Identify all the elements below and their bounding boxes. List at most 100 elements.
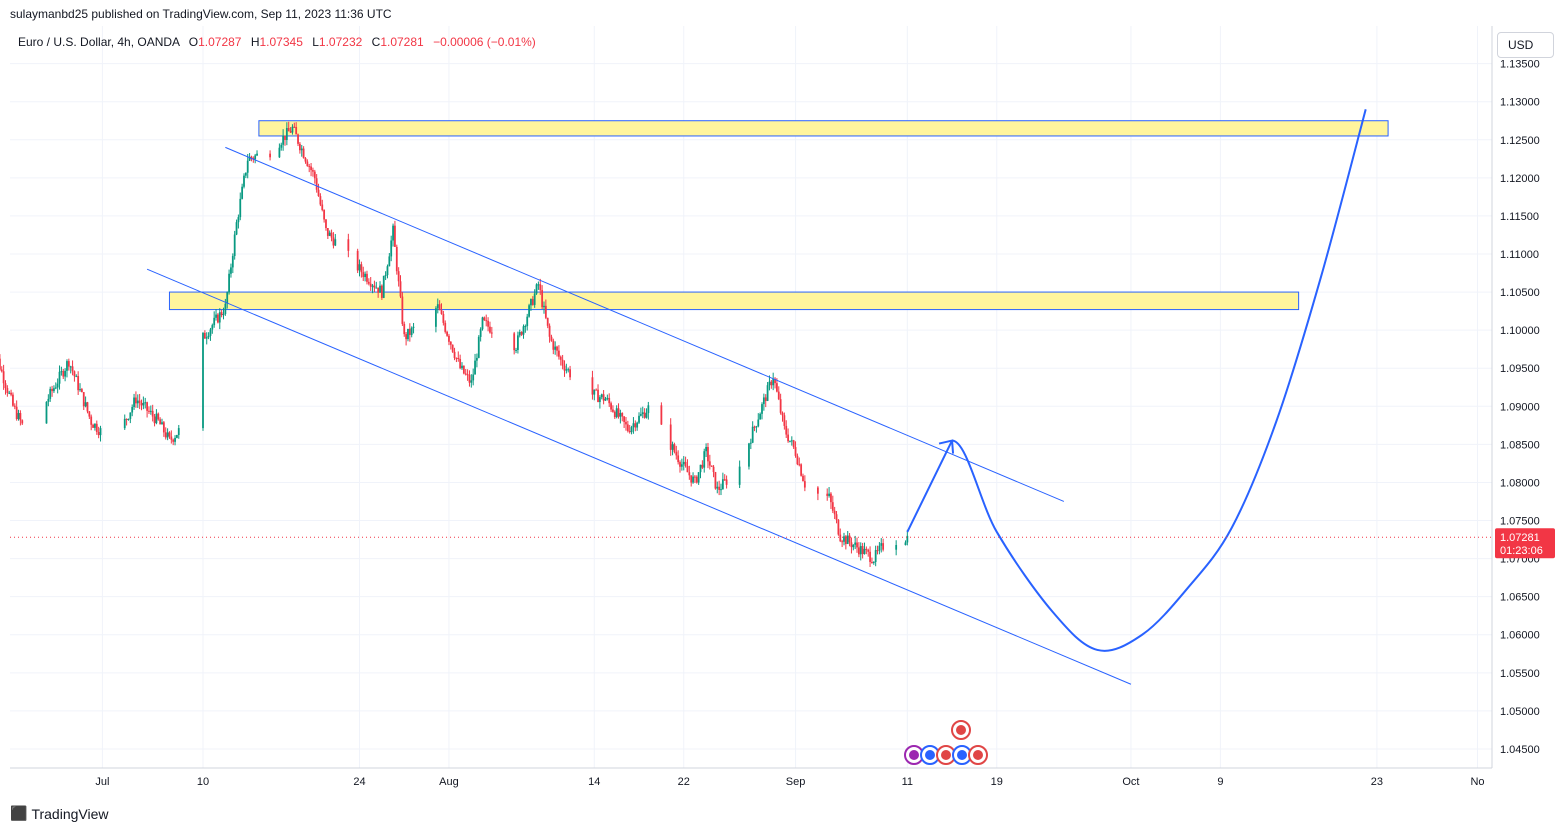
candle-body [479, 329, 482, 337]
price-axis[interactable]: 1.045001.050001.055001.060001.065001.070… [1491, 26, 1540, 768]
candle-body [53, 388, 55, 392]
candle-body [537, 284, 540, 286]
candle-body [684, 461, 687, 467]
candle-body [379, 285, 381, 293]
candle-body [738, 466, 741, 485]
candle-body [380, 285, 383, 298]
candle-body [215, 314, 217, 318]
candle-body [58, 371, 61, 384]
price-tick-label: 1.09500 [1500, 363, 1540, 375]
candle-body [4, 383, 7, 389]
candle-body [604, 398, 607, 401]
currency-button[interactable]: USD [1497, 32, 1554, 58]
candle-body [313, 171, 316, 179]
candle-body [768, 381, 771, 386]
price-tick-label: 1.04500 [1500, 744, 1540, 756]
candle-body [686, 466, 689, 473]
candle-body [164, 432, 167, 438]
time-tick-label: 11 [902, 776, 913, 788]
candle-body [295, 126, 298, 135]
candle-body [287, 128, 290, 132]
candle-body [789, 440, 791, 442]
candle-body [723, 479, 726, 481]
candle-body [641, 412, 644, 415]
candle-body [82, 392, 85, 407]
candle-body [123, 418, 126, 429]
candle-body [86, 402, 89, 412]
candle-body [332, 237, 335, 246]
candle-body [790, 440, 793, 442]
candle-body [75, 376, 78, 378]
candle-body [679, 462, 681, 467]
time-axis[interactable]: Jul 10 24 Aug 14 22 Sep 11 19 Oct 9 23 No [10, 767, 1492, 788]
candle-body [567, 369, 570, 371]
candle-body [563, 365, 566, 371]
change-value: −0.00006 (−0.01%) [433, 35, 536, 49]
open-value: 1.07287 [198, 35, 242, 49]
candle-body [319, 196, 322, 205]
candle-body [623, 416, 626, 422]
price-tick-label: 1.10000 [1500, 325, 1540, 337]
candle-body [326, 228, 329, 236]
close-value: 1.07281 [380, 35, 424, 49]
candle-body [591, 377, 594, 395]
candle-body [487, 320, 489, 327]
price-tick-label: 1.08500 [1500, 439, 1540, 451]
candle-body [705, 447, 707, 452]
candle-body [79, 389, 81, 391]
price-tick-label: 1.11500 [1500, 211, 1539, 223]
candle-body [66, 361, 68, 371]
time-tick-label: Aug [439, 776, 459, 788]
candle-body [556, 346, 558, 351]
projection-path[interactable] [906, 109, 1367, 652]
candle-body [397, 271, 400, 282]
candle-body [405, 334, 408, 340]
candle-body [697, 472, 700, 483]
candle-body [714, 472, 717, 489]
price-zones[interactable] [168, 120, 1389, 311]
candle-body [695, 476, 698, 483]
candle-body [457, 357, 460, 359]
candle-body [148, 410, 150, 412]
candle-body [449, 341, 452, 345]
candle-body [776, 383, 778, 392]
candle-body [133, 397, 135, 408]
candle-body [254, 155, 257, 160]
candle-body [399, 281, 402, 297]
candle-body [522, 326, 525, 335]
eu-flag-icon-inner [925, 750, 935, 760]
candle-body [677, 455, 680, 463]
us-flag-icon-inner [941, 750, 951, 760]
candle-body [871, 561, 873, 563]
candle-body [360, 264, 363, 273]
candle-body [461, 365, 463, 369]
tradingview-branding[interactable]: ⬛ TradingView [10, 805, 108, 822]
candle-body [289, 131, 292, 133]
economic-events[interactable] [904, 720, 988, 765]
candle-body [751, 426, 754, 443]
candle-body [451, 344, 454, 352]
candle-body [474, 360, 476, 375]
candle-body [634, 423, 637, 428]
candle-body [386, 266, 389, 276]
channel-lines[interactable] [146, 146, 1132, 685]
candle-body [377, 287, 380, 293]
candle-body [548, 325, 551, 337]
candle-body [643, 412, 646, 418]
candle-body [762, 397, 765, 405]
candle-body [284, 135, 286, 141]
candle-body [524, 326, 527, 328]
candle-body [358, 264, 361, 271]
candle-body [468, 374, 471, 383]
candle-body [872, 561, 875, 563]
candle-body [895, 545, 898, 550]
candle-body [444, 322, 447, 332]
candle-body [226, 292, 229, 304]
candle-body [306, 161, 309, 167]
candle-body [174, 437, 176, 442]
candle-body [854, 542, 857, 545]
candle-body [846, 535, 849, 545]
candle-body [129, 412, 132, 419]
